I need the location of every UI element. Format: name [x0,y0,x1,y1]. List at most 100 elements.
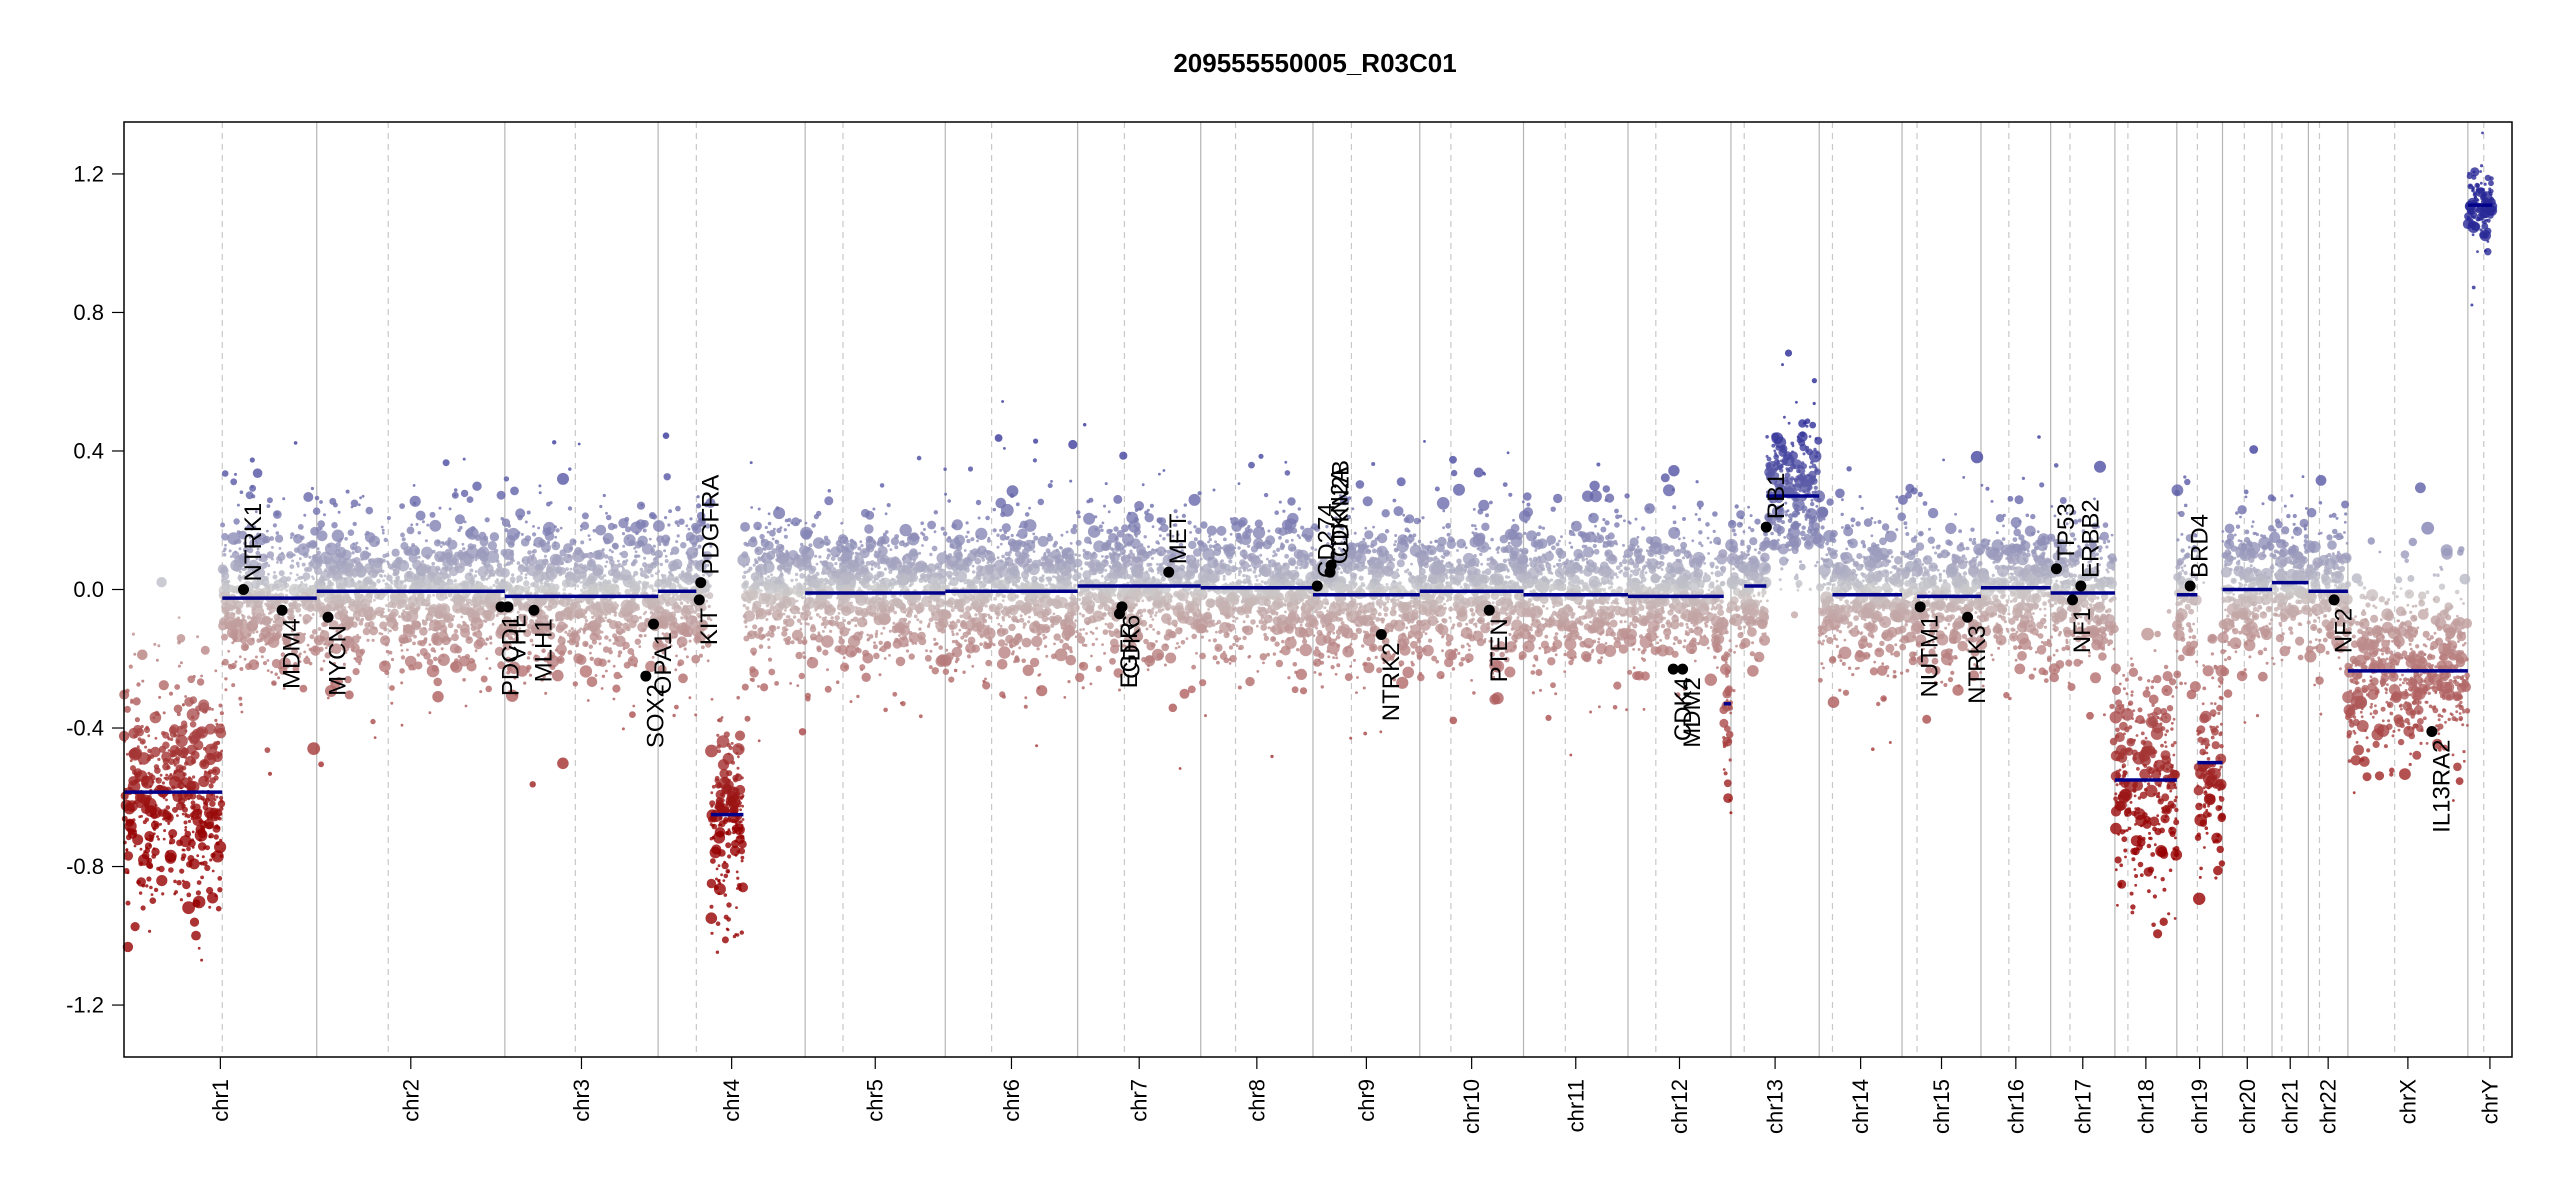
probe-point [740,859,744,863]
probe-point [767,512,771,516]
probe-point [1028,615,1031,619]
probe-point [787,523,791,527]
probe-point [727,854,732,859]
probe-point [168,867,174,873]
probe-point [507,584,514,591]
probe-point [523,681,527,685]
probe-point [718,881,722,885]
probe-point [345,596,352,604]
probe-point [566,632,572,637]
probe-point [1011,652,1015,656]
probe-point [440,647,444,651]
probe-point [831,607,837,612]
probe-point [1003,447,1006,450]
probe-point [1017,528,1028,539]
probe-point [641,627,646,633]
probe-point [604,616,608,619]
probe-point [415,522,419,526]
probe-point [633,584,639,589]
probe-point [544,691,548,695]
probe-point [462,457,466,461]
probe-point [562,587,567,592]
probe-point [464,653,471,660]
probe-point [608,555,614,562]
probe-point [1070,527,1078,535]
probe-point [200,645,210,655]
probe-point [374,626,378,630]
probe-point [500,596,505,601]
probe-point [272,523,277,528]
probe-point [755,616,759,620]
probe-point [324,542,338,556]
probe-point [919,620,923,624]
probe-point [139,847,143,851]
probe-point [149,885,153,890]
probe-point [216,842,220,846]
probe-point [705,744,718,758]
probe-point [398,615,402,619]
probe-point [613,579,618,584]
probe-point [834,615,840,621]
probe-point [643,634,647,638]
probe-point [302,546,306,550]
probe-point [524,520,528,524]
probe-point [385,617,389,621]
probe-point [274,616,285,628]
probe-point [224,688,228,692]
probe-point [810,579,820,589]
probe-point [172,793,175,797]
probe-point [892,639,902,649]
probe-point [271,658,281,669]
probe-point [354,591,361,598]
probe-point [400,681,404,685]
probe-point [189,917,200,927]
probe-point [864,622,868,626]
probe-point [457,552,466,561]
probe-point [651,655,655,659]
probe-point [248,536,252,539]
probe-point [134,772,141,779]
probe-point [567,506,573,511]
probe-point [341,603,344,606]
probe-point [437,653,450,666]
probe-point [1068,555,1073,560]
probe-point [291,648,298,655]
probe-point [778,575,782,579]
probe-point [391,617,397,624]
probe-point [417,531,422,535]
probe-point [372,582,377,587]
probe-point [527,550,532,555]
probe-point [354,550,358,553]
probe-point [996,533,1000,537]
probe-point [204,778,208,782]
probe-point [318,761,324,768]
probe-point [1045,576,1049,580]
probe-point [648,537,652,541]
probe-point [899,622,903,625]
probe-point [199,759,210,770]
probe-point [191,930,201,941]
probe-point [824,616,828,619]
probe-point [470,603,474,606]
probe-point [740,855,745,860]
probe-point [425,599,428,602]
probe-point [759,626,764,632]
probe-point [258,646,266,654]
probe-point [612,542,619,550]
probe-point [516,610,520,614]
probe-point [358,635,362,640]
probe-point [658,555,662,558]
probe-point [151,854,157,859]
probe-point [694,713,698,717]
probe-point [680,542,687,549]
probe-point [598,642,602,646]
probe-point [294,534,298,538]
probe-point [659,562,663,567]
probe-point [782,561,793,572]
probe-point [407,637,413,643]
probe-point [842,538,849,545]
probe-point [888,570,893,574]
probe-point [895,656,906,667]
probe-point [344,675,352,684]
probe-point [485,637,489,641]
